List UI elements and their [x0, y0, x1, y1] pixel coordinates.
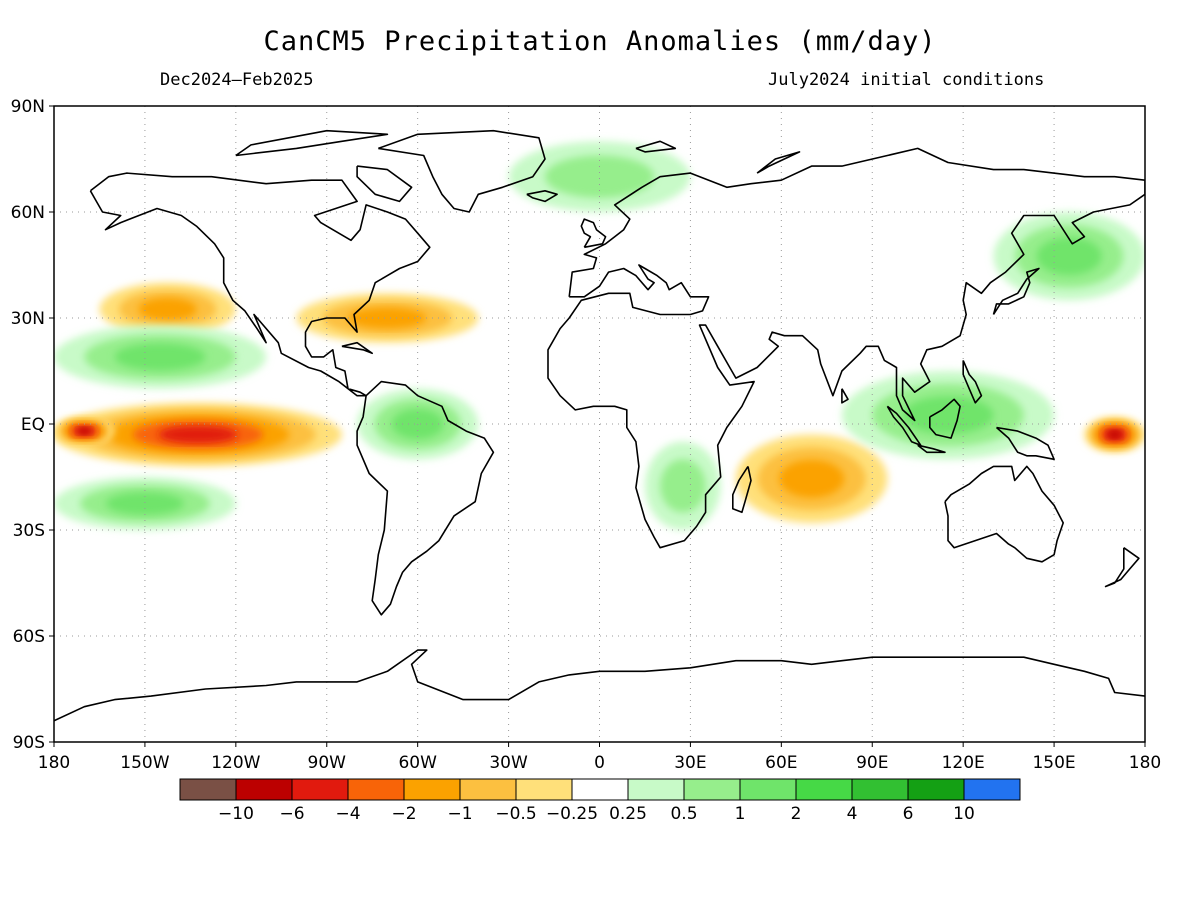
colorbar-swatch [627, 778, 685, 801]
lon-label: 30W [489, 753, 528, 773]
coastline-14 [341, 341, 373, 355]
lat-label: 90S [13, 733, 45, 753]
colorbar-label: 0.5 [670, 804, 697, 824]
anomaly-region-12 [544, 155, 655, 198]
lon-label: 120W [211, 753, 260, 773]
lat-label: 30N [11, 309, 45, 329]
coastline-20 [635, 140, 677, 153]
coastline-18 [356, 165, 413, 203]
coastline-17 [917, 444, 946, 454]
coastline-0 [89, 172, 431, 397]
colorbar-label: 1 [735, 804, 746, 824]
coastlines [54, 129, 1145, 722]
colorbar-swatch [795, 778, 853, 801]
colorbar-swatch [403, 778, 461, 801]
lat-label: 30S [13, 521, 45, 541]
coastline-2 [356, 380, 495, 616]
coastline-13 [526, 190, 558, 203]
coastline-9 [995, 426, 1055, 461]
latitude-labels: 90N 60N 30N EQ 30S 60S 90S [11, 97, 54, 753]
lon-label: 60W [398, 753, 437, 773]
anomaly-fields [54, 141, 1145, 531]
colorbar-swatch [459, 778, 517, 801]
lon-label: 90W [308, 753, 347, 773]
lon-label: 180 [1129, 753, 1161, 773]
lon-label: 180 [38, 753, 70, 773]
coastline-10 [944, 465, 1064, 563]
colorbar-label: 10 [953, 804, 975, 824]
graticule [54, 106, 1145, 742]
anomaly-region-11 [1036, 237, 1102, 276]
colorbar [179, 778, 1021, 801]
lon-label: 0 [594, 753, 605, 773]
coastline-16 [841, 388, 849, 404]
coastline-12 [54, 649, 1145, 722]
lon-label: 150E [1032, 753, 1075, 773]
colorbar-label: −6 [279, 804, 304, 824]
coastline-15 [962, 360, 983, 404]
colorbar-label: −4 [335, 804, 360, 824]
colorbar-label: 6 [903, 804, 914, 824]
coastline-5 [580, 218, 607, 249]
anomaly-region-10 [660, 459, 706, 513]
period-label: Dec2024–Feb2025 [160, 70, 314, 90]
coastline-4 [732, 465, 752, 514]
colorbar-label: −0.25 [546, 804, 598, 824]
colorbar-swatch [235, 778, 293, 801]
coastline-6 [992, 267, 1040, 315]
colorbar-swatch [571, 778, 629, 801]
colorbar-swatch [907, 778, 965, 801]
anomaly-region-3 [779, 459, 845, 498]
coastline-21 [756, 151, 801, 174]
lat-label: 60N [11, 203, 45, 223]
colorbar-swatch [683, 778, 741, 801]
anomaly-region-4 [348, 307, 427, 329]
lon-label: 90E [856, 753, 888, 773]
lon-label: 60E [765, 753, 797, 773]
colorbar-label: −10 [218, 804, 254, 824]
colorbar-labels: −10 −6 −4 −2 −1 −0.5 −0.25 0.25 0.5 1 2 4 6 10 [218, 804, 975, 824]
lon-label: 150W [120, 753, 169, 773]
colorbar-swatch [347, 778, 405, 801]
anomaly-region-1 [77, 427, 92, 435]
colorbar-label: −2 [391, 804, 416, 824]
lat-label: EQ [21, 415, 45, 435]
colorbar-swatch [179, 778, 237, 801]
anomaly-region-6 [902, 396, 994, 435]
colorbar-swatch [851, 778, 909, 801]
anomaly-region-5 [138, 297, 197, 321]
anomaly-region-0 [158, 425, 238, 444]
lon-label: 120E [942, 753, 985, 773]
chart-title: CanCM5 Precipitation Anomalies (mm/day) [263, 26, 937, 57]
coastline-19 [235, 129, 389, 157]
colorbar-swatch [963, 778, 1021, 801]
lon-label: 30E [674, 753, 706, 773]
lat-label: 60S [13, 627, 45, 647]
colorbar-label: −1 [447, 804, 472, 824]
coastline-7 [929, 398, 961, 439]
anomaly-region-8 [114, 343, 206, 371]
colorbar-label: −0.5 [495, 804, 536, 824]
anomaly-region-9 [105, 492, 184, 515]
colorbar-swatch [739, 778, 797, 801]
colorbar-swatch [515, 778, 573, 801]
anomaly-region-2 [1107, 430, 1122, 439]
coastline-11 [1104, 547, 1140, 588]
colorbar-swatch [291, 778, 349, 801]
coastline-8 [886, 405, 922, 446]
longitude-labels: 180 150W 120W 90W 60W 30W 0 30E 60E 90E 120E 150E 18… [38, 742, 1161, 773]
coastline-3 [547, 147, 1145, 549]
coastline-1 [378, 129, 546, 213]
lat-label: 90N [11, 97, 45, 117]
colorbar-label: 2 [791, 804, 802, 824]
init-label: July2024 initial conditions [768, 70, 1045, 90]
colorbar-label: 4 [847, 804, 858, 824]
colorbar-label: 0.25 [609, 804, 647, 824]
